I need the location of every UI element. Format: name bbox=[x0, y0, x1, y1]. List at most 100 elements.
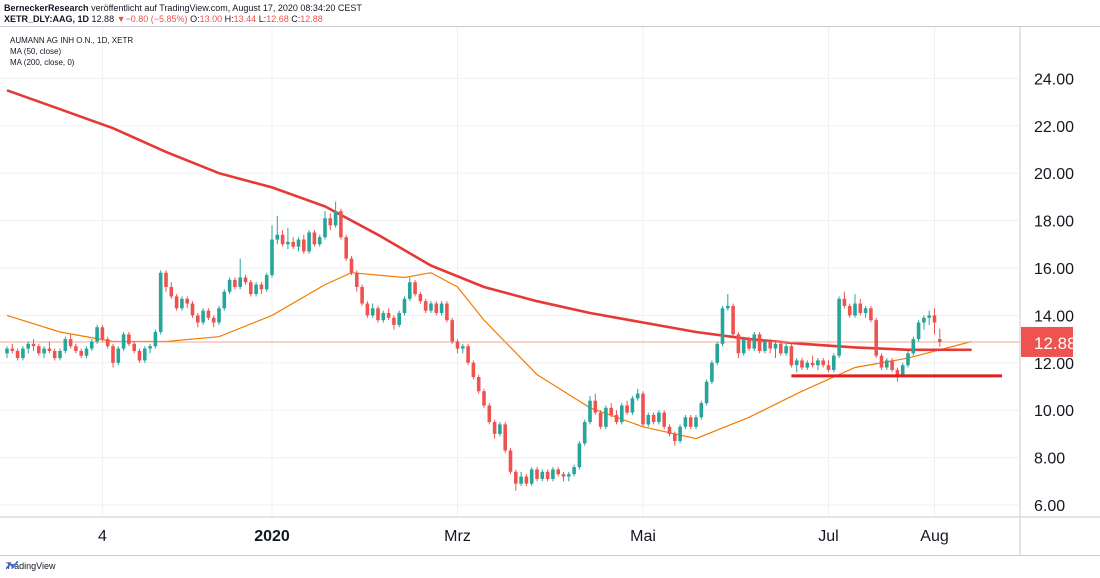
candle-body bbox=[498, 424, 502, 434]
candle-body bbox=[302, 239, 306, 252]
candle-body bbox=[286, 241, 290, 245]
y-tick-label: 8.00 bbox=[1034, 451, 1065, 468]
candle-body bbox=[291, 241, 295, 247]
candle-body bbox=[678, 426, 682, 442]
x-tick-label: Aug bbox=[920, 528, 948, 545]
candle-body bbox=[450, 320, 454, 342]
high-value: 13.44 bbox=[233, 14, 257, 24]
candle-body bbox=[832, 355, 836, 370]
last-price-label: 12.88 bbox=[1034, 334, 1077, 353]
price-chart[interactable]: 24.00 22.00 20.00 18.00 16.00 14.00 12.00 10.00… bbox=[0, 27, 1100, 556]
candle-body bbox=[328, 218, 333, 226]
y-tick-label: 22.00 bbox=[1034, 119, 1074, 136]
candle-body bbox=[121, 334, 126, 349]
y-axis[interactable]: 24.00 22.00 20.00 18.00 16.00 14.00 12.00 10.00… bbox=[1019, 27, 1077, 556]
candle-body bbox=[74, 346, 78, 351]
candle-body bbox=[317, 237, 322, 245]
candle-body bbox=[736, 334, 741, 354]
candle-body bbox=[37, 346, 41, 354]
candle-body bbox=[874, 320, 878, 356]
candle-body bbox=[922, 317, 926, 323]
candle-body bbox=[673, 433, 677, 442]
candle-body bbox=[100, 327, 105, 340]
candle-body bbox=[402, 298, 407, 314]
candle-body bbox=[455, 341, 460, 349]
candle-body bbox=[259, 284, 264, 290]
candle-body bbox=[545, 471, 550, 479]
candle-body bbox=[752, 334, 757, 349]
close-label: C: bbox=[291, 14, 301, 24]
candle-body bbox=[153, 331, 158, 347]
candle-body bbox=[757, 334, 762, 351]
candle-body bbox=[355, 272, 359, 287]
candle-body bbox=[885, 360, 889, 368]
candle-body bbox=[604, 407, 608, 427]
candle-body bbox=[95, 327, 99, 342]
candle-body bbox=[471, 362, 476, 378]
candle-body bbox=[42, 348, 46, 354]
high-label: H: bbox=[224, 14, 234, 24]
ma50-line bbox=[6, 272, 972, 440]
candle-body bbox=[800, 360, 804, 368]
author-name[interactable]: BerneckerResearch bbox=[4, 3, 89, 13]
chart-area[interactable]: AUMANN AG INH O.N., 1D, XETR MA (50, clo… bbox=[0, 27, 1100, 556]
candle-body bbox=[556, 469, 560, 475]
candle-body bbox=[900, 365, 905, 375]
candle-body bbox=[132, 343, 136, 351]
candle-body bbox=[720, 308, 725, 344]
candle-body bbox=[492, 422, 497, 434]
candle-body bbox=[704, 381, 709, 404]
candle-body bbox=[333, 211, 338, 226]
candle-body bbox=[635, 393, 640, 399]
publish-info: veröffentlicht auf TradingView.com, Augu… bbox=[88, 3, 362, 13]
candle-body bbox=[58, 350, 62, 359]
candle-body bbox=[217, 308, 221, 323]
candle-body bbox=[63, 339, 68, 351]
candle-body bbox=[614, 414, 619, 423]
candle-body bbox=[164, 272, 168, 287]
candle-body bbox=[52, 350, 57, 359]
candle-body bbox=[657, 412, 661, 423]
legend-ma200[interactable]: MA (200, close, 0) bbox=[10, 58, 75, 67]
x-axis[interactable]: 4 2020 Mrz Mai Jul Aug bbox=[0, 516, 1100, 545]
candle-body bbox=[561, 474, 566, 477]
candle-body bbox=[466, 346, 470, 363]
candle-body bbox=[397, 313, 401, 325]
tradingview-logo[interactable]: TradingView bbox=[6, 561, 56, 571]
candle-body bbox=[609, 407, 613, 415]
candle-body bbox=[180, 298, 184, 309]
candle-body bbox=[423, 301, 428, 311]
candle-body bbox=[185, 298, 189, 304]
candle-body bbox=[386, 313, 391, 318]
candle-body bbox=[906, 353, 910, 366]
candle-body bbox=[127, 334, 131, 344]
candle-body bbox=[688, 417, 693, 427]
candle-body bbox=[487, 405, 492, 423]
candle-body bbox=[349, 258, 354, 273]
candle-body bbox=[429, 303, 433, 311]
legend-ma50[interactable]: MA (50, close) bbox=[10, 47, 62, 56]
candle-body bbox=[646, 414, 651, 425]
candle-body bbox=[683, 417, 688, 427]
candle-body bbox=[789, 346, 794, 366]
candle-body bbox=[529, 469, 534, 484]
candle-body bbox=[270, 239, 274, 276]
candle-body bbox=[710, 362, 714, 382]
candle-body bbox=[68, 339, 73, 347]
candle-body bbox=[312, 232, 317, 245]
candle-body bbox=[370, 308, 375, 316]
quote-line: XETR_DLY:AAG, 1D 12.88 ▼−0.80 (−5.85%) O… bbox=[4, 14, 323, 24]
candle-body bbox=[158, 272, 163, 332]
brand-label: TradingView bbox=[6, 561, 56, 571]
legend-title[interactable]: AUMANN AG INH O.N., 1D, XETR bbox=[10, 36, 134, 45]
candle-body bbox=[26, 343, 30, 349]
candle-body bbox=[476, 377, 481, 392]
candle-body bbox=[747, 339, 751, 349]
candle-body bbox=[598, 412, 603, 427]
candle-body bbox=[731, 305, 735, 335]
candle-body bbox=[837, 298, 841, 356]
candle-body bbox=[116, 348, 121, 363]
candle-body bbox=[667, 426, 672, 434]
tradingview-icon bbox=[6, 561, 18, 570]
candle-body bbox=[344, 237, 348, 259]
